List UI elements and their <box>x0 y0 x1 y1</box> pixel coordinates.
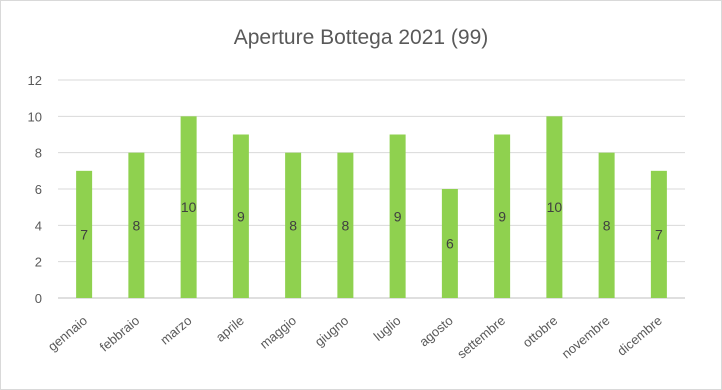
data-label: 9 <box>394 208 402 224</box>
y-tick-label: 2 <box>35 255 42 270</box>
data-label: 8 <box>341 217 349 233</box>
bar <box>232 134 249 298</box>
data-label: 9 <box>237 208 245 224</box>
data-label: 9 <box>498 208 506 224</box>
y-tick-label: 0 <box>35 291 42 306</box>
bar <box>389 134 406 298</box>
x-tick-label: marzo <box>157 313 194 348</box>
data-label: 7 <box>655 226 663 242</box>
data-label: 6 <box>446 236 454 252</box>
bar <box>441 189 458 298</box>
data-label: 8 <box>603 217 611 233</box>
y-tick-label: 6 <box>35 182 42 197</box>
bar <box>76 170 93 298</box>
x-tick-label: settembre <box>454 313 508 362</box>
data-label: 8 <box>289 217 297 233</box>
data-label: 7 <box>80 226 88 242</box>
x-tick-label: febbraio <box>97 313 143 355</box>
x-tick-label: maggio <box>257 313 299 352</box>
data-label: 10 <box>547 199 563 215</box>
x-tick-label: giugno <box>312 313 352 350</box>
x-tick-label: agosto <box>416 313 456 350</box>
bar <box>180 116 197 298</box>
x-tick-label: ottobre <box>520 313 561 351</box>
x-tick-label: aprile <box>213 313 247 345</box>
x-tick-label: novembre <box>559 313 613 362</box>
x-tick-label: dicembre <box>614 313 665 359</box>
bar <box>598 152 615 298</box>
x-tick-label: luglio <box>371 313 404 344</box>
y-tick-label: 4 <box>35 218 42 233</box>
y-tick-label: 10 <box>28 109 42 124</box>
data-label: 8 <box>132 217 140 233</box>
bar <box>285 152 302 298</box>
y-tick-label: 8 <box>35 146 42 161</box>
bar <box>337 152 354 298</box>
y-tick-label: 12 <box>28 73 42 88</box>
bar <box>546 116 563 298</box>
bar <box>650 170 667 298</box>
bar <box>494 134 511 298</box>
data-label: 10 <box>181 199 197 215</box>
chart-title: Aperture Bottega 2021 (99) <box>233 26 489 49</box>
bar <box>128 152 145 298</box>
x-tick-label: gennaio <box>45 313 90 354</box>
